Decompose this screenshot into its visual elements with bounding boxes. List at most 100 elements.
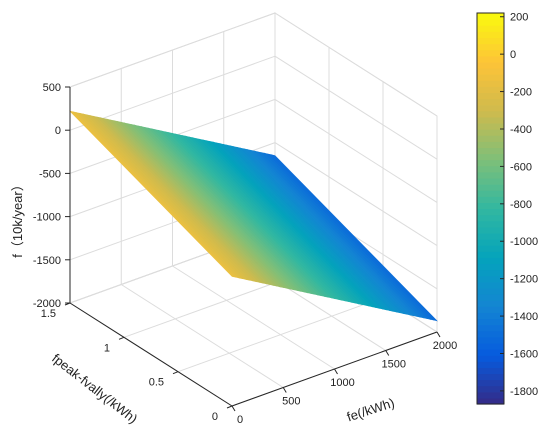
y-tick-mark	[118, 336, 125, 340]
colorbar-band	[477, 147, 504, 155]
colorbar: 200 0 -200 -400 -600 -800 -1000 -1200 -1400 -1600…	[476, 12, 538, 405]
colorbar-band	[477, 86, 504, 94]
y-tick-label: 1.5	[41, 308, 56, 320]
colorbar-band	[477, 129, 504, 136]
colorbar-band	[477, 355, 504, 362]
grid-line	[120, 284, 284, 388]
colorbar-band	[477, 367, 504, 375]
colorbar-band	[477, 153, 504, 161]
x-tick-label: 2000	[433, 340, 457, 352]
colorbar-band	[477, 220, 504, 228]
colorbar-band	[477, 287, 504, 295]
colorbar-tick-label: -1800	[510, 386, 538, 398]
grid-line	[274, 12, 438, 117]
colorbar-band	[477, 239, 504, 246]
colorbar-band	[477, 263, 504, 271]
grid-line	[274, 55, 438, 160]
colorbar-band	[477, 177, 504, 185]
z-tick-label: -1000	[33, 212, 61, 224]
x-tick-mark	[231, 405, 236, 412]
colorbar-band	[477, 349, 504, 356]
colorbar-tick-label: 200	[510, 12, 528, 24]
colorbar-tick-label: -1000	[510, 236, 538, 248]
colorbar-tick-label: -400	[510, 124, 532, 136]
colorbar-band	[477, 361, 504, 368]
colorbar-band	[477, 92, 504, 100]
colorbar-band	[477, 110, 504, 118]
colorbar-band	[477, 318, 504, 326]
colorbar-band	[477, 190, 504, 197]
x-tick-label: 500	[282, 396, 300, 408]
colorbar-band	[477, 25, 504, 32]
grid-line	[69, 55, 276, 131]
colorbar-band	[477, 324, 504, 332]
colorbar-band	[477, 31, 504, 39]
x-tick-label: 1000	[330, 377, 354, 389]
colorbar-tick-label: -800	[510, 199, 532, 211]
surface-plane	[69, 110, 438, 322]
colorbar-band	[477, 226, 504, 234]
colorbar-band	[477, 171, 504, 179]
colorbar-band	[477, 214, 504, 222]
colorbar-tick-label: -1200	[510, 274, 538, 286]
colorbar-band	[477, 104, 504, 112]
colorbar-band	[477, 61, 504, 69]
y-tick-mark	[172, 371, 179, 375]
colorbar-band	[477, 202, 504, 210]
colorbar-band	[477, 336, 504, 344]
colorbar-band	[477, 251, 504, 258]
colorbar-band	[477, 281, 504, 289]
colorbar-band	[477, 196, 504, 203]
x-tick-mark	[385, 350, 390, 356]
colorbar-band	[477, 208, 504, 216]
colorbar-band	[477, 55, 504, 63]
colorbar-band	[477, 312, 504, 320]
colorbar-band	[477, 300, 504, 307]
colorbar-band	[477, 275, 504, 283]
colorbar-band	[477, 67, 504, 75]
colorbar-band	[477, 49, 504, 57]
colorbar-band	[477, 116, 504, 124]
z-tick-label: -1500	[33, 255, 61, 267]
colorbar-tick-label: -1400	[510, 311, 538, 323]
grid-line	[177, 297, 384, 373]
colorbar-band	[477, 13, 504, 20]
colorbar-band	[477, 391, 504, 399]
z-tick-label: 500	[43, 82, 61, 94]
colorbar-band	[477, 43, 504, 51]
colorbar-band	[477, 80, 504, 87]
grid-line	[172, 265, 335, 370]
x-axis-label: fe(/kWh)	[345, 395, 396, 424]
grid-line	[69, 12, 276, 88]
colorbar-band	[477, 385, 504, 393]
colorbar-band	[477, 184, 504, 191]
y-tick-mark	[226, 405, 233, 409]
y-tick-label: 1	[104, 342, 110, 354]
colorbar-band	[477, 37, 504, 45]
colorbar-tick-label: -200	[510, 87, 532, 99]
z-tick-label: -500	[39, 168, 61, 180]
x-tick-mark	[282, 387, 287, 393]
y-axis-label: fpeak-fvally(/kWh)	[49, 351, 140, 427]
colorbar-band	[477, 19, 504, 26]
colorbar-band	[477, 232, 504, 240]
colorbar-band	[477, 74, 504, 81]
z-tick-label: -2000	[33, 298, 61, 310]
colorbar-band	[477, 122, 504, 130]
y-tick-label: 0	[212, 411, 218, 423]
colorbar-band	[477, 397, 504, 405]
colorbar-band	[477, 165, 504, 173]
colorbar-tick-label: -600	[510, 161, 532, 173]
x-tick-mark	[436, 331, 441, 338]
z-axis-label: f（10k/year）	[10, 178, 25, 257]
colorbar-tick-label: -1600	[510, 349, 538, 361]
colorbar-band	[477, 342, 504, 350]
tick-labels: 0 500 1000 1500 2000 0 0.5 1 1.5 500 0 -500 -1000 -15…	[33, 82, 457, 426]
z-tick-label: 0	[55, 125, 61, 137]
grid-line	[274, 98, 438, 203]
colorbar-band	[477, 98, 504, 106]
y-tick-label: 0.5	[149, 377, 164, 389]
grid-line	[274, 142, 438, 247]
colorbar-band	[477, 245, 504, 252]
